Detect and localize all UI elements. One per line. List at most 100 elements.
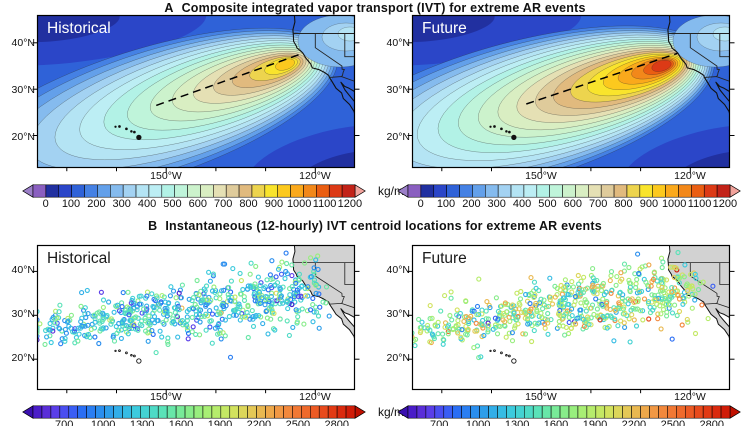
colorbar-b-left: 700 1000 1300 1600 1900 2200 2500 2800 <box>22 405 366 426</box>
colorbar-tick-label: 1100 <box>687 198 712 210</box>
panel-a-label: A <box>164 1 174 15</box>
lon-tick-150w: 150°W <box>525 170 557 182</box>
colorbar-tick-label: 400 <box>137 198 157 210</box>
colorbar-tick-label: 700 <box>589 198 608 210</box>
lat-tick-30n: 30°N <box>11 308 35 320</box>
colorbar-arrow-left <box>397 405 409 419</box>
contour-map-historical <box>32 14 360 173</box>
map-frame <box>407 244 735 395</box>
contour-map-future <box>407 14 735 173</box>
colorbar-tick-label: 500 <box>538 198 557 210</box>
colorbar-tick-label: 1100 <box>312 198 337 210</box>
colorbar-tick-label: 0 <box>417 198 424 210</box>
colorbar-tick-label: 1000 <box>286 198 312 210</box>
colorbar-tick-label: 1900 <box>582 419 608 426</box>
panel-b-title: B Instantaneous (12-hourly) IVT centroid … <box>0 219 750 233</box>
lat-tick-20n: 20°N <box>386 131 410 143</box>
map-b-historical: Historical <box>32 244 360 395</box>
colorbar-arrow-right <box>354 184 366 198</box>
colorbar <box>397 184 741 198</box>
colorbar-tick-label: 900 <box>639 198 659 210</box>
panel-a-title-text: Composite integrated vapor transport (IV… <box>181 1 586 15</box>
lon-tick-150w: 150°W <box>150 391 182 403</box>
colorbar-a-left: 0 100 200 300 400 500 600 700 800 900 1000 1100 1200 <box>22 184 366 210</box>
colorbar-tick-label: 2800 <box>324 419 350 426</box>
lat-tick-40n: 40°N <box>11 37 35 49</box>
scatter-map-future <box>407 244 735 395</box>
panel-b-label: B <box>148 219 158 233</box>
lon-tick-120w: 120°W <box>674 170 706 182</box>
map-label: Historical <box>47 20 111 37</box>
map-a-future: Future <box>407 14 735 173</box>
map-frame <box>32 14 360 173</box>
colorbar-tick-label: 2500 <box>660 419 686 426</box>
map-frame <box>407 14 735 173</box>
colorbar <box>397 405 741 419</box>
colorbar-tick-label: 2200 <box>621 419 647 426</box>
colorbar-arrow-right <box>729 184 741 198</box>
scatter-points <box>412 249 716 361</box>
map-a-historical: Historical <box>32 14 360 173</box>
colorbar <box>22 184 366 198</box>
lat-tick-20n: 20°N <box>11 352 35 364</box>
lat-tick-40n: 40°N <box>386 264 410 276</box>
colorbar-tick-label: 1900 <box>207 419 233 426</box>
colorbar-tick-label: 2200 <box>246 419 272 426</box>
map-frame <box>32 244 360 395</box>
lat-tick-40n: 40°N <box>386 37 410 49</box>
colorbar-arrow-left <box>22 184 34 198</box>
lat-tick-20n: 20°N <box>11 131 35 143</box>
lon-tick-120w: 120°W <box>674 391 706 403</box>
colorbar-tick-label: 400 <box>512 198 532 210</box>
colorbar-tick-label: 1600 <box>168 419 194 426</box>
colorbar-tick-label: 600 <box>188 198 207 210</box>
colorbar-tick-label: 800 <box>614 198 633 210</box>
colorbar <box>22 405 366 419</box>
lon-tick-120w: 120°W <box>299 170 331 182</box>
scatter-points <box>37 250 332 360</box>
map-label: Future <box>422 250 467 267</box>
lat-tick-30n: 30°N <box>11 84 35 96</box>
map-b-future: Future <box>407 244 735 395</box>
colorbar-tick-label: 1000 <box>465 419 491 426</box>
colorbar-arrow-left <box>397 184 409 198</box>
lat-tick-20n: 20°N <box>386 352 410 364</box>
panel-b-title-text: Instantaneous (12-hourly) IVT centroid l… <box>165 219 602 233</box>
scatter-map-historical <box>32 244 360 395</box>
colorbar-tick-label: 700 <box>214 198 233 210</box>
lat-tick-30n: 30°N <box>386 308 410 320</box>
map-label: Future <box>422 20 467 37</box>
colorbar-tick-label: 1300 <box>129 419 155 426</box>
lon-tick-120w: 120°W <box>299 391 331 403</box>
colorbar-tick-label: 0 <box>42 198 49 210</box>
colorbar-arrow-right <box>729 405 741 419</box>
colorbar-tick-label: 1000 <box>90 419 116 426</box>
ar-axis-dashed-line <box>526 52 678 105</box>
ivt-contours <box>37 15 355 168</box>
colorbar-tick-label: 700 <box>55 419 74 426</box>
colorbar-arrow-left <box>22 405 34 419</box>
colorbar-tick-label: 2500 <box>285 419 311 426</box>
colorbar-tick-label: 1200 <box>712 198 738 210</box>
colorbar-arrow-right <box>354 405 366 419</box>
colorbar-tick-label: 1000 <box>661 198 687 210</box>
colorbar-tick-label: 700 <box>430 419 449 426</box>
colorbar-tick-label: 800 <box>239 198 258 210</box>
map-label: Historical <box>47 250 111 267</box>
colorbar-tick-label: 100 <box>436 198 456 210</box>
panel-a-title: A Composite integrated vapor transport (I… <box>0 1 750 15</box>
colorbar-b-right: 700 1000 1300 1600 1900 2200 2500 2800 <box>397 405 741 426</box>
colorbar-tick-label: 1600 <box>543 419 569 426</box>
colorbar-tick-label: 300 <box>112 198 131 210</box>
colorbar-tick-label: 200 <box>87 198 106 210</box>
colorbar-tick-label: 300 <box>487 198 506 210</box>
colorbar-tick-label: 200 <box>462 198 481 210</box>
colorbar-tick-label: 2800 <box>699 419 725 426</box>
colorbar-tick-label: 1300 <box>504 419 530 426</box>
lat-tick-40n: 40°N <box>11 264 35 276</box>
colorbar-tick-label: 900 <box>264 198 284 210</box>
lon-tick-150w: 150°W <box>525 391 557 403</box>
colorbar-a-right: 0 100 200 300 400 500 600 700 800 900 1000 1100 1200 <box>397 184 741 210</box>
colorbar-tick-label: 600 <box>563 198 582 210</box>
